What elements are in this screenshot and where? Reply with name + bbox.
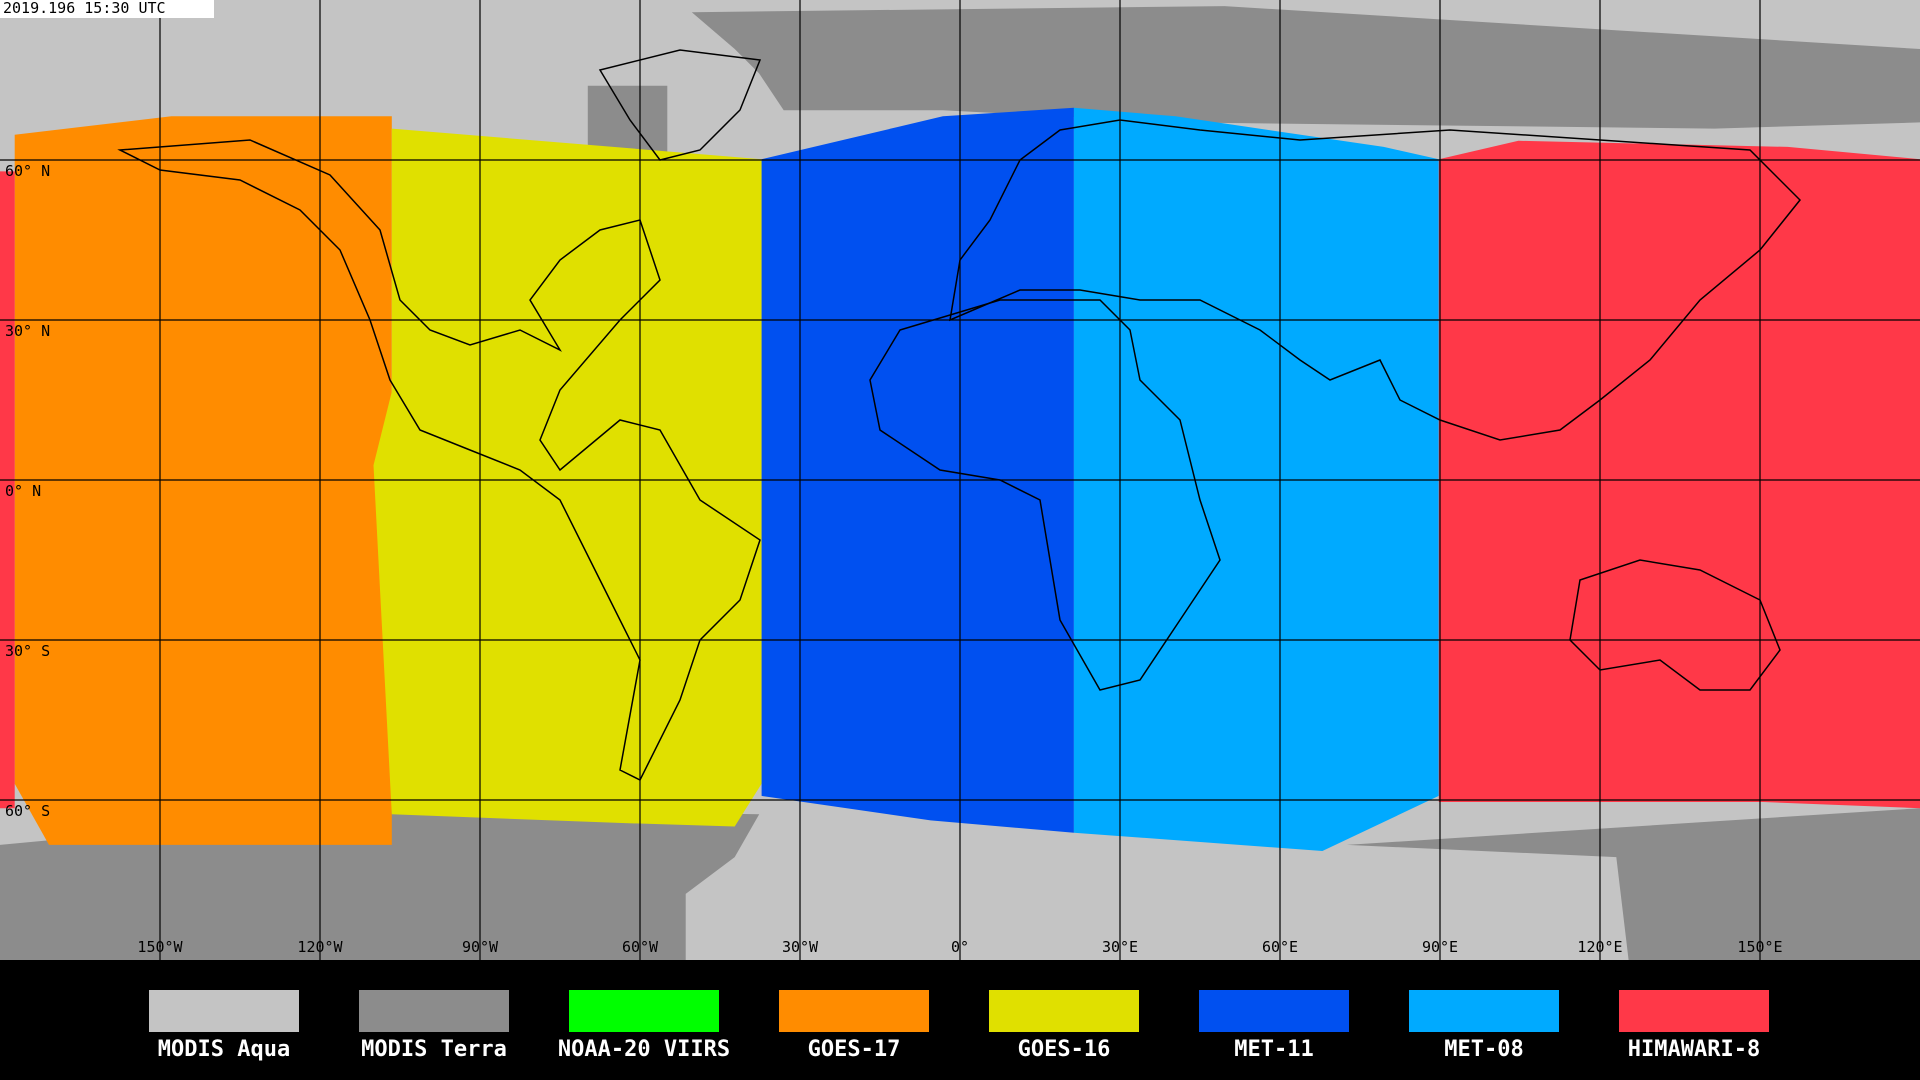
latitude-label: 30° N bbox=[5, 322, 50, 340]
coverage-region bbox=[0, 171, 15, 809]
coverage-region bbox=[1346, 808, 1920, 960]
latitude-label: 60° S bbox=[5, 802, 50, 820]
legend-swatch bbox=[1199, 990, 1349, 1032]
legend-label: MODIS Aqua bbox=[158, 1037, 290, 1062]
graticule bbox=[0, 0, 1920, 960]
legend-label: MET-08 bbox=[1444, 1037, 1523, 1062]
legend-swatch bbox=[779, 990, 929, 1032]
coverage-region bbox=[0, 808, 760, 960]
longitude-label: 90°E bbox=[1422, 938, 1458, 956]
longitude-label: 150°E bbox=[1737, 938, 1782, 956]
longitude-label: 60°W bbox=[622, 938, 659, 956]
coastline bbox=[1569, 559, 1781, 691]
timestamp-box bbox=[0, 0, 214, 18]
coastline bbox=[598, 49, 762, 161]
legend: MODIS Aqua MODIS Terra NOAA-20 VIIRS GOES-1… bbox=[149, 990, 1769, 1062]
legend-label: MODIS Terra bbox=[361, 1037, 507, 1062]
longitude-label: 30°W bbox=[782, 938, 819, 956]
coverage-region bbox=[587, 85, 668, 160]
longitude-label: 60°E bbox=[1262, 938, 1298, 956]
coverage-region bbox=[1438, 140, 1920, 809]
longitude-label: 90°W bbox=[462, 938, 499, 956]
legend-label: GOES-17 bbox=[808, 1037, 901, 1062]
legend-swatch bbox=[149, 990, 299, 1032]
graticule-labels: 60° N 30° N 0° N 30° S 60° S 150°W 120°W 90°W 60… bbox=[5, 162, 1783, 956]
coastline bbox=[117, 139, 761, 782]
timestamp: 2019.196 15:30 UTC bbox=[3, 0, 166, 17]
legend-label: MET-11 bbox=[1234, 1037, 1313, 1062]
longitude-label: 150°W bbox=[137, 938, 183, 956]
legend-label: NOAA-20 VIIRS bbox=[558, 1037, 730, 1062]
latitude-label: 60° N bbox=[5, 162, 50, 180]
longitude-label: 0° bbox=[951, 938, 969, 956]
legend-swatch bbox=[1619, 990, 1769, 1032]
coverage-region bbox=[761, 107, 1074, 833]
legend-swatch bbox=[359, 990, 509, 1032]
legend-swatch bbox=[1409, 990, 1559, 1032]
coverage-region bbox=[14, 116, 392, 845]
longitude-label: 30°E bbox=[1102, 938, 1138, 956]
legend-label: HIMAWARI-8 bbox=[1628, 1037, 1760, 1062]
legend-label: GOES-16 bbox=[1018, 1037, 1111, 1062]
longitude-label: 120°W bbox=[297, 938, 343, 956]
latitude-label: 30° S bbox=[5, 642, 50, 660]
latitude-label: 0° N bbox=[5, 482, 41, 500]
legend-swatch bbox=[989, 990, 1139, 1032]
legend-swatch bbox=[569, 990, 719, 1032]
longitude-label: 120°E bbox=[1577, 938, 1622, 956]
coverage-region bbox=[691, 6, 1920, 129]
coastline bbox=[869, 299, 1221, 691]
coverage-region bbox=[373, 128, 762, 827]
